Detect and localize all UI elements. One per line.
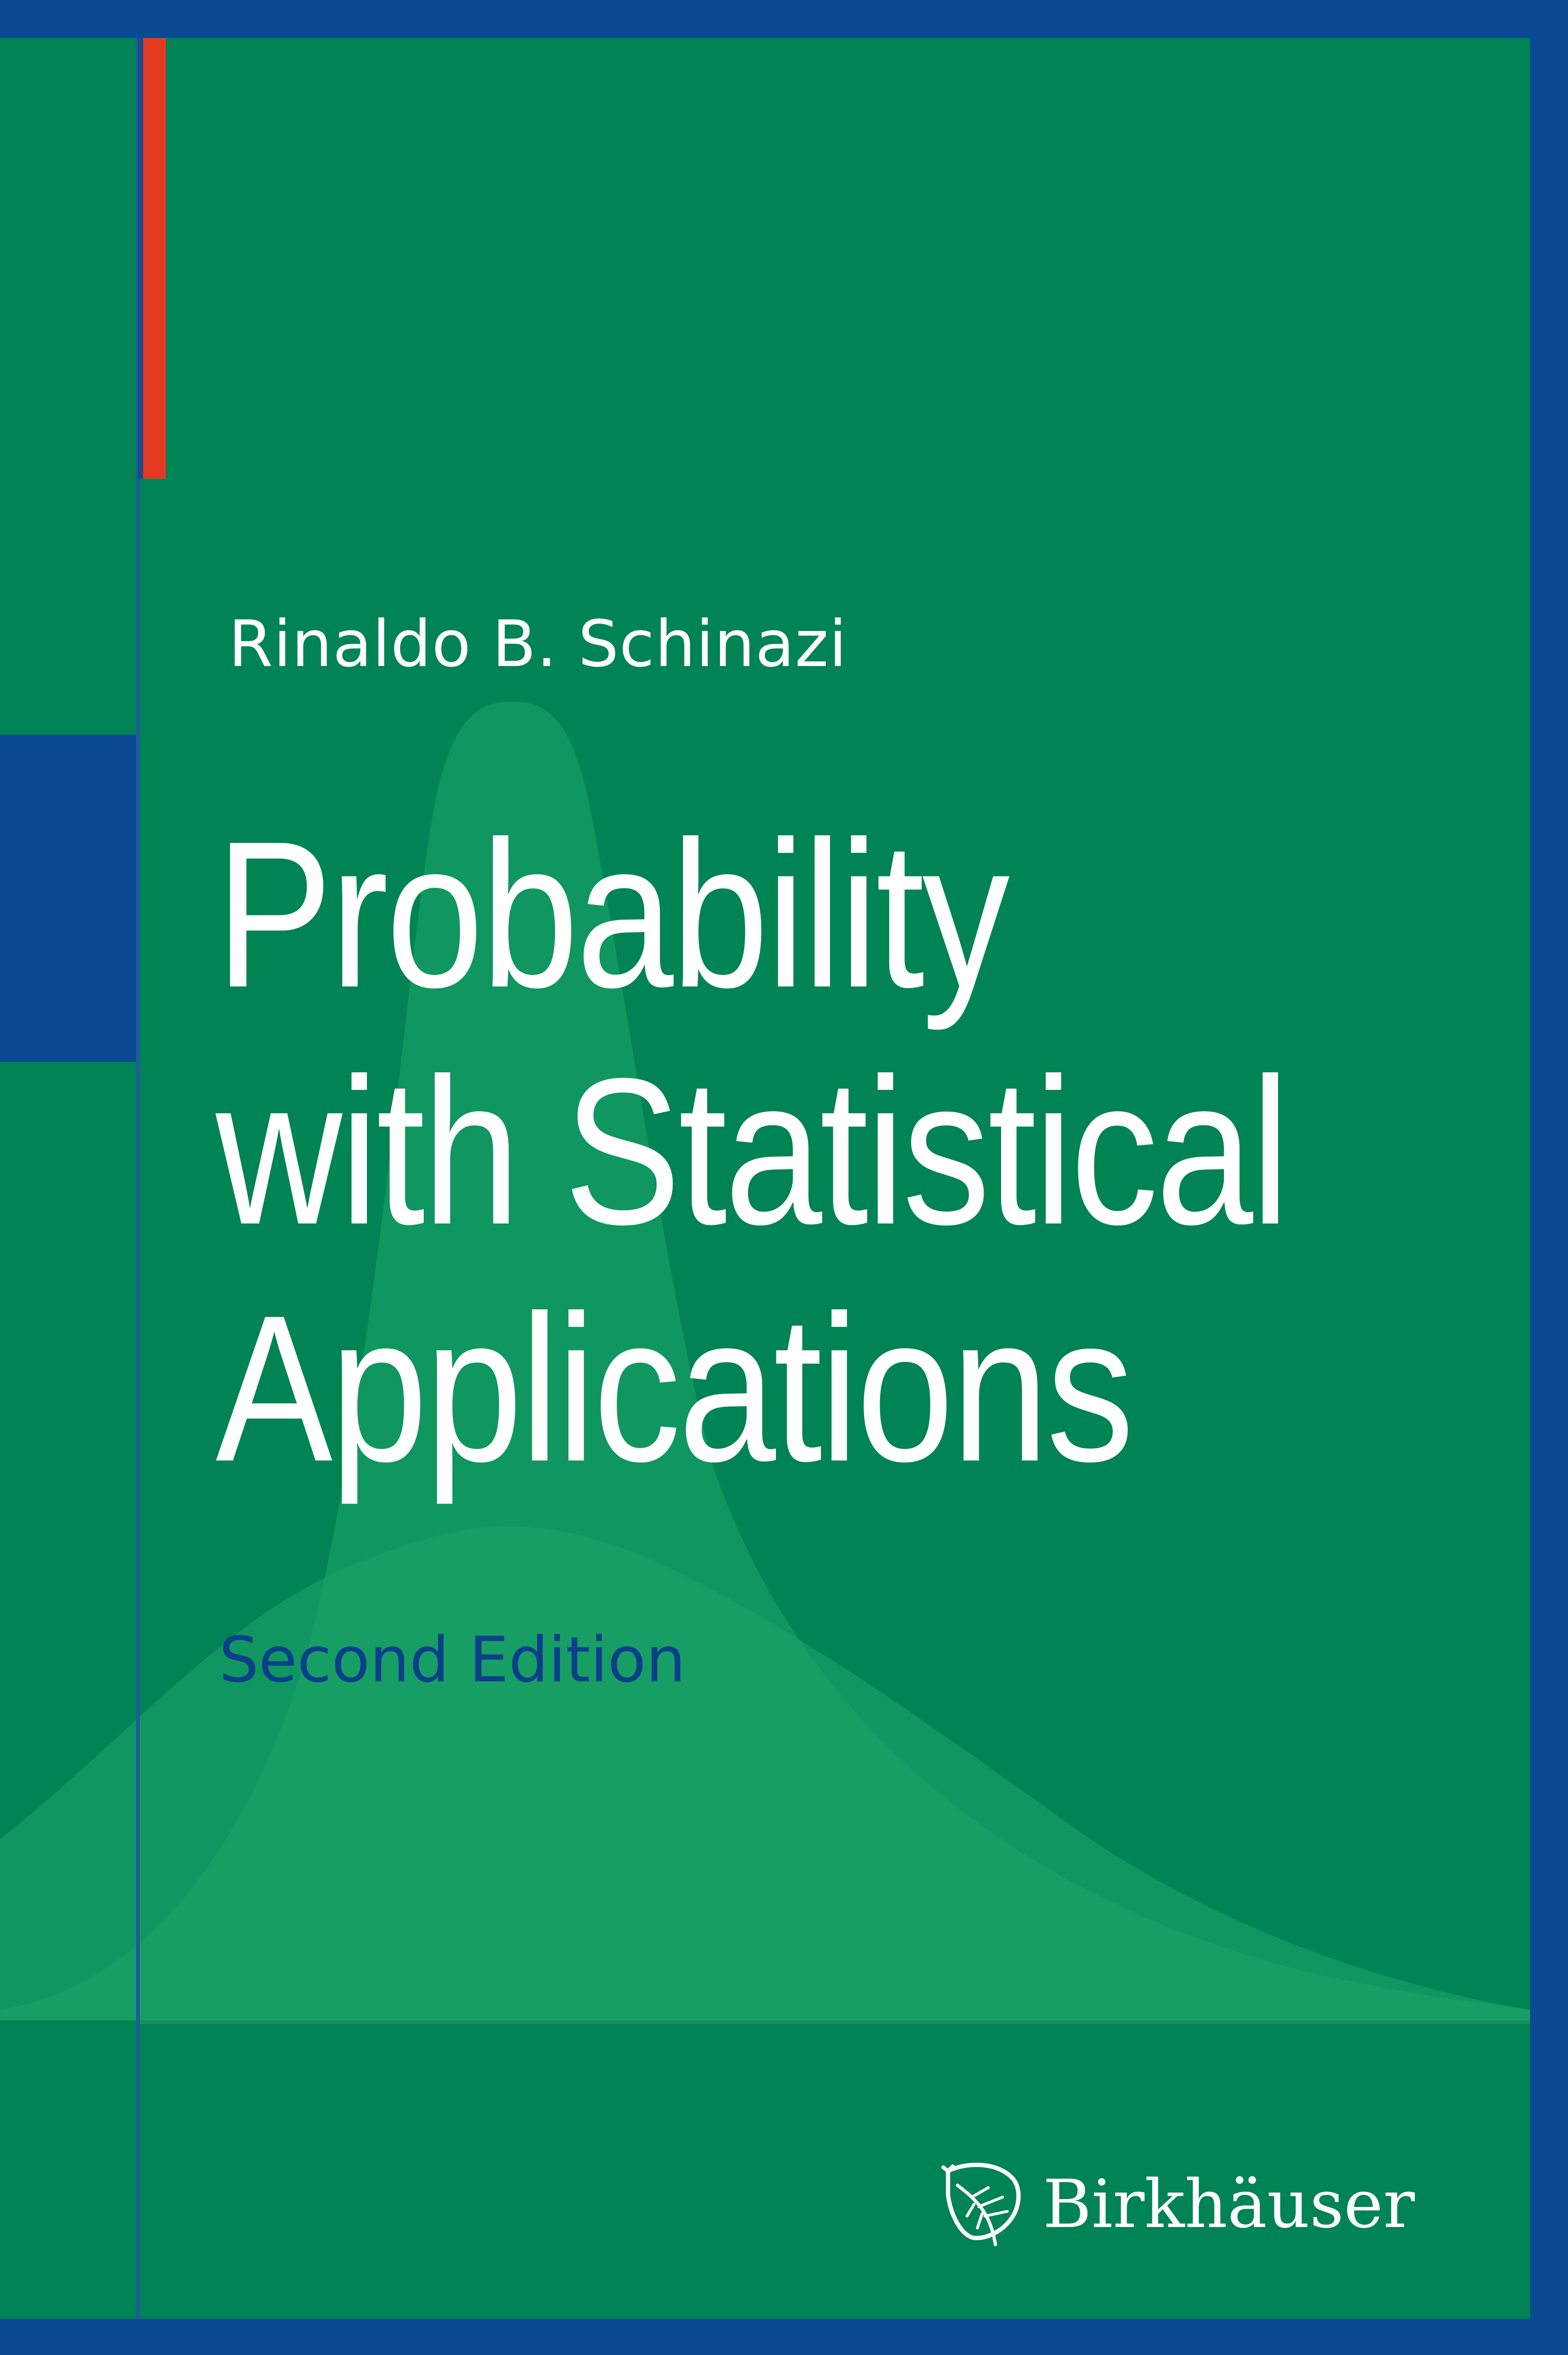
distribution-curves [0, 702, 1530, 2319]
vertical-rule [136, 38, 140, 2319]
publisher-logo: Birkhäuser [939, 2152, 1415, 2256]
narrow-peak-curve [0, 702, 1530, 2020]
red-accent-bar [143, 38, 166, 479]
lower-band [0, 2020, 1530, 2319]
title-line-2: with Statistical [216, 1035, 1290, 1268]
publisher-name: Birkhäuser [1043, 2165, 1415, 2243]
edition-label: Second Edition [219, 1624, 686, 1697]
blue-accent-block [0, 735, 136, 1062]
leaf-icon [941, 2163, 1021, 2246]
horizontal-rule [140, 2020, 1530, 2024]
book-title: Probability with Statistical Application… [216, 796, 1290, 1507]
author-name: Rinaldo B. Schinazi [228, 607, 848, 681]
cover-panel: Rinaldo B. Schinazi Probability with Sta… [0, 38, 1530, 2319]
title-line-3: Applications [216, 1272, 1134, 1505]
red-bar-stripe [137, 38, 144, 479]
title-line-1: Probability [216, 798, 1010, 1031]
